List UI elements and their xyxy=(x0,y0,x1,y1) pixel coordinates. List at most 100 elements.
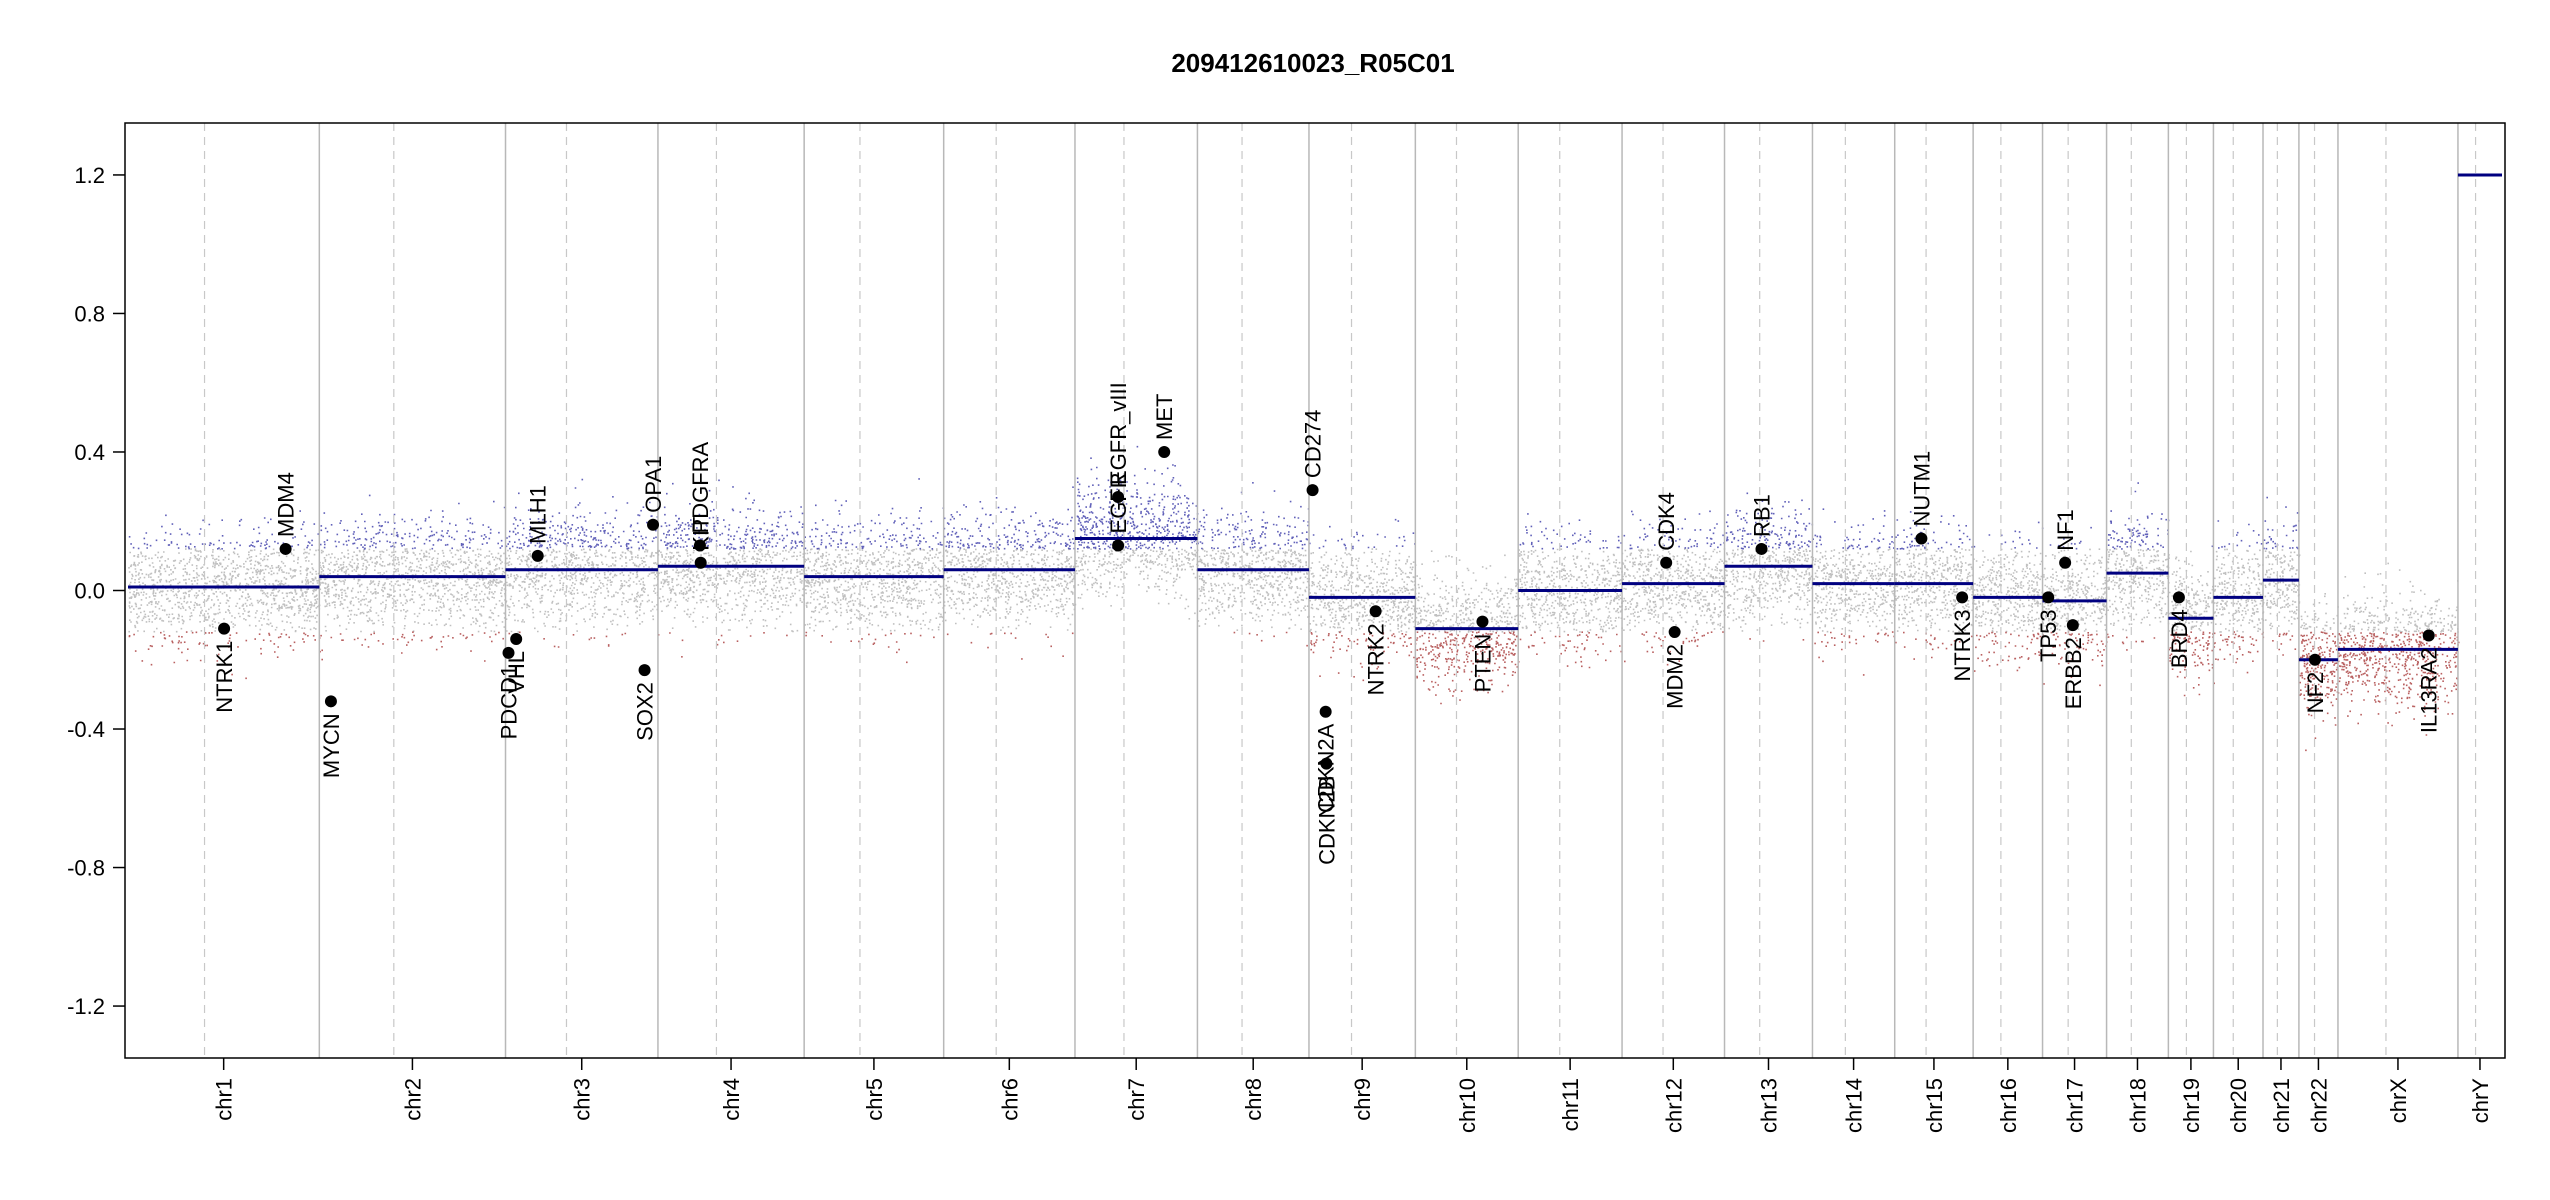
x-tick-label-chr2: chr2 xyxy=(400,1078,425,1121)
gene-point-OPA1 xyxy=(647,518,660,531)
gene-label-ERBB2: ERBB2 xyxy=(2061,637,2086,709)
x-tick-label-chr6: chr6 xyxy=(997,1078,1022,1121)
gene-label-CDKN2B: CDKN2B xyxy=(1314,776,1339,865)
gene-label-NTRK2: NTRK2 xyxy=(1364,623,1389,695)
gene-label-MYCN: MYCN xyxy=(319,713,344,778)
gene-label-VHL: VHL xyxy=(504,651,529,694)
gene-point-NTRK1 xyxy=(218,622,231,635)
probes-chr6-neutral xyxy=(943,548,1077,631)
gene-label-PDGFRA: PDGFRA xyxy=(688,441,713,533)
gene-label-PDCD1: PDCD1 xyxy=(497,665,522,740)
probes-chr3-neutral xyxy=(505,548,660,633)
probes-chr20-loss xyxy=(2213,631,2265,674)
gene-label-NF1: NF1 xyxy=(2053,509,2078,551)
probes-chr20-neutral xyxy=(2213,548,2265,633)
probes-chr13-neutral xyxy=(1724,548,1814,632)
x-tick-label-chr9: chr9 xyxy=(1350,1078,1375,1121)
x-tick-label-chr13: chr13 xyxy=(1756,1078,1781,1133)
probes-chr8-loss xyxy=(1233,631,1308,647)
gene-point-ERBB2 xyxy=(2066,619,2079,632)
x-tick-label-chr11: chr11 xyxy=(1558,1078,1583,1131)
gene-label-NTRK1: NTRK1 xyxy=(212,641,237,713)
x-tick-label-chr16: chr16 xyxy=(1996,1078,2021,1133)
gene-point-CD274 xyxy=(1306,484,1319,497)
probes-chr19-loss xyxy=(2168,631,2215,697)
x-tick-label-chr12: chr12 xyxy=(1661,1078,1686,1133)
probes-chr6-loss xyxy=(946,632,1074,660)
gene-label-OPA1: OPA1 xyxy=(641,456,666,513)
x-tick-label-chr14: chr14 xyxy=(1842,1078,1867,1133)
probes-chr16-neutral xyxy=(1973,548,2044,633)
probes-chr4-loss xyxy=(669,632,788,658)
gene-point-TP53 xyxy=(2042,591,2055,604)
x-tick-label-chr7: chr7 xyxy=(1124,1078,1149,1121)
probes-chr22-neutral xyxy=(2300,593,2339,632)
chromosome-boundaries xyxy=(203,123,2477,1058)
probes-chr9-loss xyxy=(1310,631,1417,682)
probes-chr8-gain xyxy=(1198,482,1310,550)
probes-chr21-gain xyxy=(2263,496,2300,550)
gene-point-EGFR_vIII xyxy=(1112,491,1125,503)
probes-chr14-gain xyxy=(1814,508,1895,550)
probes-chr2-neutral xyxy=(319,548,507,633)
gene-point-NF2 xyxy=(2308,653,2321,666)
probes-chr2-loss xyxy=(320,631,504,662)
gene-point-MDM4 xyxy=(279,542,292,555)
gene-point-PDGFRA xyxy=(693,539,706,552)
probes-chr15-gain xyxy=(1895,511,1974,550)
probes-chr3-loss xyxy=(508,631,660,648)
gene-point-NTRK2 xyxy=(1369,605,1382,618)
probes-chr12-neutral xyxy=(1622,548,1727,632)
probes-chr9-gain xyxy=(1309,518,1416,550)
probes-chr12-loss xyxy=(1624,631,1724,666)
probes-chr13-gain xyxy=(1725,492,1814,550)
chart-title: 209412610023_R05C01 xyxy=(1171,48,1454,78)
x-tick-label-chr17: chr17 xyxy=(2063,1078,2088,1133)
probes-chr16-gain xyxy=(1973,521,2044,549)
probes-chr4-gain xyxy=(660,479,806,550)
x-tick-label-chr20: chr20 xyxy=(2226,1078,2251,1133)
segment-lines xyxy=(128,173,2502,662)
probes-chr7-neutral xyxy=(1075,548,1199,620)
y-tick-label: 0.8 xyxy=(74,301,105,326)
probes-chr2-gain xyxy=(319,494,506,550)
y-tick-label: -1.2 xyxy=(67,994,105,1019)
gene-point-NUTM1 xyxy=(1915,532,1928,545)
probes-chr7-gain xyxy=(1076,445,1199,550)
probes-chr17-gain xyxy=(2049,518,2092,550)
gene-point-EGFR xyxy=(1112,539,1125,552)
x-axis: chr1 chr2 chr3 chr4 chr5 chr6 chr7 chr8 chr9 chr1… xyxy=(212,1058,2493,1133)
probes-chr14-loss xyxy=(1814,631,1895,676)
gene-point-BRD4 xyxy=(2172,591,2185,604)
probes-chr4-neutral xyxy=(658,548,806,633)
y-tick-label: 1.2 xyxy=(74,163,105,188)
probes-chrX-loss xyxy=(2338,631,2460,736)
probes-chr21-loss xyxy=(2272,632,2297,656)
gene-label-SOX2: SOX2 xyxy=(633,682,658,741)
probes-chr18-loss xyxy=(2106,633,2156,651)
gene-point-NF1 xyxy=(2059,556,2072,569)
probes-chr10-loss xyxy=(1416,631,1520,705)
probes-chr11-gain xyxy=(1519,513,1622,550)
gene-point-RB1 xyxy=(1755,542,1768,555)
gene-point-CDK4 xyxy=(1660,556,1673,569)
probes-chrX-neutral xyxy=(2339,562,2459,633)
gene-point-NTRK3 xyxy=(1956,591,1969,604)
probes-chr12-gain xyxy=(1623,510,1725,550)
gene-label-TP53: TP53 xyxy=(2036,609,2061,662)
gene-label-EGFR_vIII: EGFR_vIII xyxy=(1106,382,1131,485)
probes-chr13-loss xyxy=(1749,638,1805,642)
gene-label-NTRK3: NTRK3 xyxy=(1950,609,1975,681)
probes-chr17-loss xyxy=(2043,631,2108,687)
gene-label-KIT: KIT xyxy=(689,517,714,551)
probes-chr1-gain xyxy=(128,510,320,550)
gene-point-MYCN xyxy=(324,695,337,708)
y-tick-label: 0.4 xyxy=(74,440,105,465)
y-tick-label: -0.4 xyxy=(67,717,105,742)
gene-point-IL13RA2 xyxy=(2422,629,2435,642)
probes-chr5-loss xyxy=(805,631,935,664)
gene-label-CD274: CD274 xyxy=(1301,410,1326,478)
gene-point-SOX2 xyxy=(638,664,651,677)
